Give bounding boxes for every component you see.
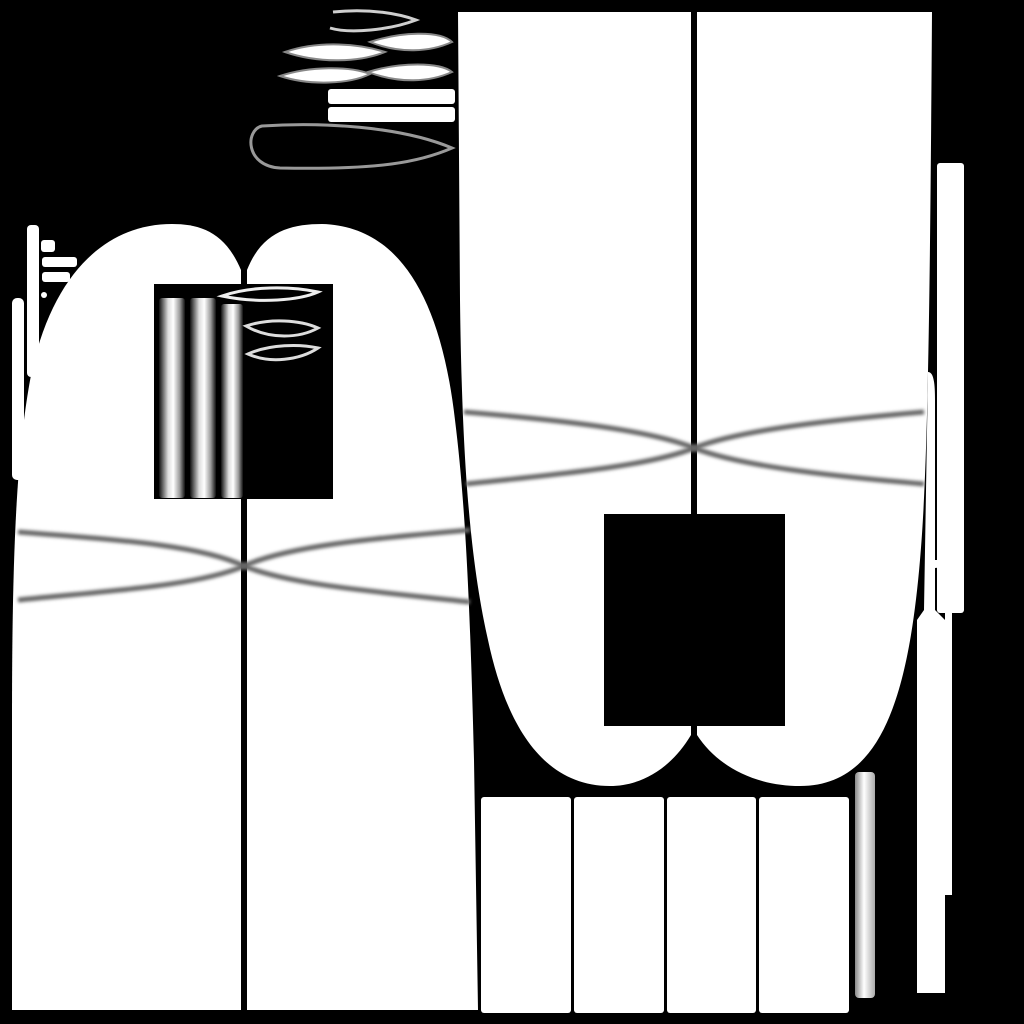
strap-thin-left-2 [12, 298, 24, 480]
tiny-tab-1 [41, 240, 55, 252]
lace-piece-1 [329, 9, 421, 33]
flat-strip-2 [328, 107, 455, 122]
cutout-lace-piece-1 [216, 286, 323, 302]
strap-tall-right [937, 163, 964, 613]
bottom-strip-panels [481, 797, 849, 1013]
strap-long-right [917, 372, 962, 993]
bottom-strip-3 [667, 797, 756, 1013]
cutout-lace-piece-2 [242, 319, 322, 338]
lace-piece-5 [276, 67, 373, 84]
bottom-strip-4 [759, 797, 849, 1013]
cutout-tube-piece-2 [190, 298, 216, 498]
vertical-strap-pieces [12, 163, 964, 998]
lace-piece-2 [367, 32, 454, 52]
tiny-tab-3 [42, 272, 70, 282]
bottom-strip-1 [481, 797, 571, 1013]
cutout-lace-piece-3 [244, 344, 322, 362]
right-garment-panel [458, 12, 932, 786]
bottom-strip-2 [574, 797, 664, 1013]
tiny-tab-2 [42, 257, 77, 267]
flat-strip-1 [328, 89, 455, 104]
small-tapered-pieces [41, 9, 456, 298]
strap-thin-right [945, 613, 952, 895]
collar-outline-piece [249, 123, 456, 170]
right-panel-belt-seam-lower [465, 445, 925, 487]
left-garment-panel [12, 224, 478, 1010]
tiny-dot [41, 292, 47, 298]
lace-piece-4 [364, 63, 454, 82]
lace-piece-3 [281, 43, 388, 62]
cutout-tube-piece-1 [159, 298, 185, 498]
cutout-tube-piece-3 [221, 304, 243, 498]
strap-short-gradient [855, 772, 875, 998]
strap-thin-left-1 [27, 225, 39, 377]
left-panel-belt-seam-lower [17, 563, 471, 605]
right-panel-cutout [604, 514, 785, 726]
